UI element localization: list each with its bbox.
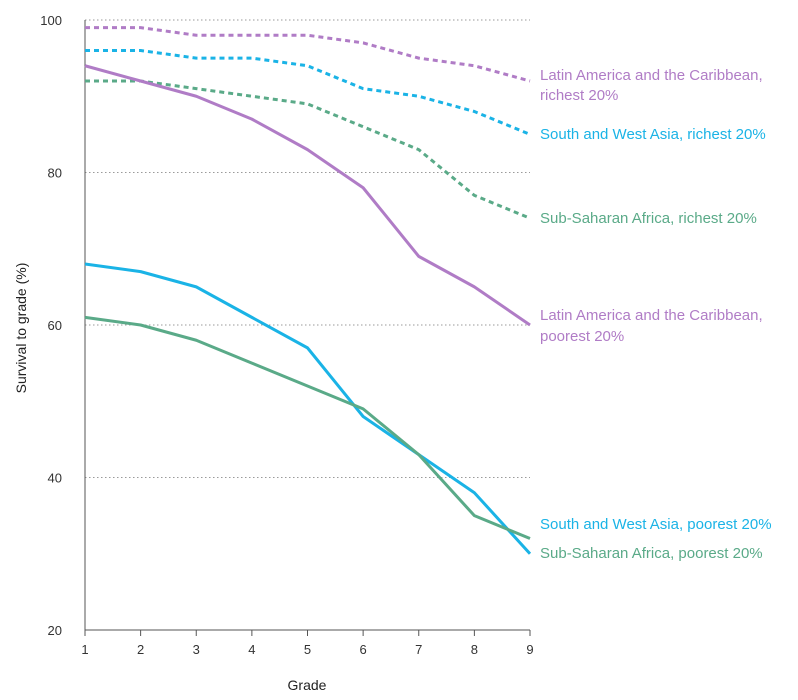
series-label-0: Latin America and the Caribbean, (540, 67, 763, 84)
series-label-3: Latin America and the Caribbean, (540, 307, 763, 324)
x-tick-label: 1 (81, 642, 88, 657)
series-label-1: South and West Asia, richest 20% (540, 126, 766, 143)
series-labels: Latin America and the Caribbean, richest … (540, 67, 772, 562)
series-label-0: richest 20% (540, 87, 618, 104)
series-line-5 (84, 315, 531, 540)
series-line-0 (85, 26, 531, 83)
x-tick-label: 5 (304, 642, 311, 657)
series-line-1 (85, 49, 531, 136)
y-tick-label: 100 (40, 13, 62, 28)
x-tick-label: 2 (137, 642, 144, 657)
y-tick-label: 40 (48, 471, 62, 486)
axes: 20 40 60 80 100 1 2 3 4 5 6 7 8 9 (40, 13, 533, 657)
series-label-5: Sub-Saharan Africa, poorest 20% (540, 545, 763, 562)
series-label-4: South and West Asia, poorest 20% (540, 516, 772, 533)
x-tick-label: 8 (471, 642, 478, 657)
x-tick-label: 7 (415, 642, 422, 657)
x-tick-label: 6 (360, 642, 367, 657)
gridlines (85, 19, 530, 478)
y-tick-label: 60 (48, 318, 62, 333)
x-tick-label: 4 (248, 642, 255, 657)
y-axis-title: Survival to grade (%) (13, 263, 29, 394)
series-line-2 (85, 79, 531, 220)
x-axis-title: Grade (288, 677, 327, 693)
series-label-3: poorest 20% (540, 328, 624, 345)
x-tick-label: 3 (193, 642, 200, 657)
y-tick-label: 20 (48, 623, 62, 638)
series-lines (84, 26, 532, 555)
y-tick-label: 80 (48, 166, 62, 181)
x-tick-label: 9 (526, 642, 533, 657)
series-label-2: Sub-Saharan Africa, richest 20% (540, 210, 757, 227)
series-line-3 (84, 64, 531, 327)
series-line-4 (84, 262, 532, 555)
